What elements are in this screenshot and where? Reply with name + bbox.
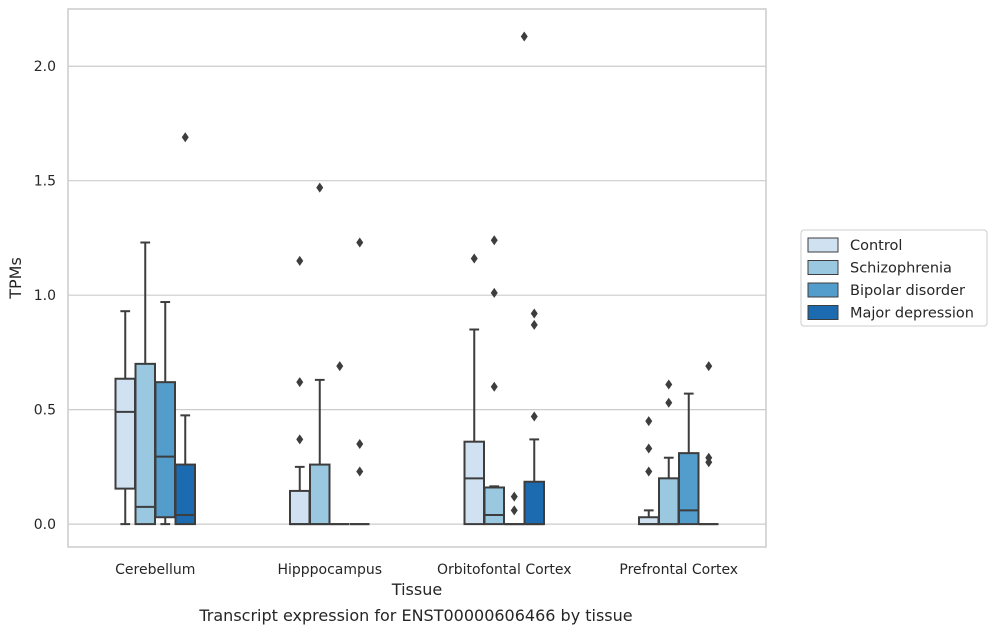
x-tick-label: Orbitofontal Cortex xyxy=(437,562,572,578)
box-1-2 xyxy=(330,361,350,526)
legend-swatch xyxy=(807,282,839,298)
outlier-point xyxy=(316,182,324,193)
outlier-point xyxy=(645,416,653,427)
legend-label: Schizophrenia xyxy=(850,261,952,277)
legend-label: Bipolar disorder xyxy=(850,283,965,299)
box-2-1 xyxy=(483,235,505,526)
y-tick-label: 0.0 xyxy=(34,517,56,533)
outlier-point xyxy=(530,319,538,330)
legend-swatch xyxy=(807,305,839,320)
box-1-0 xyxy=(289,255,311,526)
box-0-0 xyxy=(114,310,136,526)
box-2-0 xyxy=(463,253,485,526)
y-tick-label: 1.0 xyxy=(34,288,56,304)
box-1-3 xyxy=(350,237,370,526)
outlier-point xyxy=(181,132,189,143)
box-0-1 xyxy=(134,241,156,526)
outlier-point xyxy=(356,466,364,477)
box-body xyxy=(154,381,176,519)
legend: Control Schizophrenia Bipolar disorder Majo… xyxy=(800,229,988,327)
outlier-point xyxy=(296,377,304,388)
outlier-point xyxy=(705,452,713,463)
legend-frame xyxy=(800,229,988,327)
box-3-3 xyxy=(699,361,719,526)
box-body xyxy=(483,486,505,526)
box-body xyxy=(134,362,156,526)
box-2-2 xyxy=(504,491,524,526)
legend-label: Control xyxy=(850,238,902,254)
box-3-1 xyxy=(658,379,680,526)
boxes xyxy=(114,31,719,526)
outlier-point xyxy=(665,379,673,390)
box-body xyxy=(638,516,660,526)
x-tick-label: Hipppocampus xyxy=(277,562,382,578)
outlier-point xyxy=(490,287,498,298)
outlier-point xyxy=(645,443,653,454)
box-body xyxy=(114,377,136,490)
box-body xyxy=(289,489,311,526)
legend-swatch xyxy=(807,260,839,275)
box-plot: 0.0 0.5 1.0 1.5 2.0 Cerebellum Hipppocampus Or… xyxy=(6,8,988,599)
x-tick-label: Prefrontal Cortex xyxy=(619,562,738,578)
figure-caption: Transcript expression for ENST0000060646… xyxy=(199,606,633,625)
y-tick-label: 0.5 xyxy=(34,403,56,419)
outlier-point xyxy=(336,361,344,372)
box-0-3 xyxy=(174,132,196,526)
outlier-point xyxy=(490,235,498,246)
box-body xyxy=(658,477,680,526)
box-body xyxy=(174,463,196,526)
outlier-point xyxy=(490,381,498,392)
box-2-3 xyxy=(523,308,545,526)
outlier-point xyxy=(356,438,364,449)
box-body xyxy=(463,440,485,526)
legend-swatch xyxy=(807,237,839,253)
y-axis-label: TPMs xyxy=(6,257,25,300)
x-tick-label: Cerebellum xyxy=(115,562,195,578)
outlier-point xyxy=(470,253,478,264)
box-1-1 xyxy=(309,182,331,526)
outlier-point xyxy=(296,255,304,266)
outlier-point xyxy=(510,491,518,502)
box-0-2 xyxy=(154,301,176,526)
outlier-point xyxy=(530,411,538,422)
box-body xyxy=(678,452,700,526)
legend-label: Major depression xyxy=(850,306,974,322)
y-tick-label: 2.0 xyxy=(34,59,56,75)
outlier-point xyxy=(510,505,518,516)
x-tick-labels: Cerebellum Hipppocampus Orbitofontal Corte… xyxy=(115,562,738,578)
outlier-point xyxy=(296,434,304,445)
box-body xyxy=(309,463,331,526)
outlier-point xyxy=(356,237,364,248)
box-3-0 xyxy=(638,416,660,526)
y-tick-labels: 0.0 0.5 1.0 1.5 2.0 xyxy=(34,59,56,533)
outlier-point xyxy=(530,308,538,319)
box-3-2 xyxy=(678,392,700,526)
outlier-point xyxy=(645,466,653,477)
outlier-point xyxy=(665,397,673,408)
plot-area-frame xyxy=(67,8,767,548)
outlier-point xyxy=(520,31,528,42)
x-axis-label: Tissue xyxy=(391,580,442,599)
box-body xyxy=(523,480,545,526)
outlier-point xyxy=(705,361,713,372)
y-tick-label: 1.5 xyxy=(34,174,56,190)
